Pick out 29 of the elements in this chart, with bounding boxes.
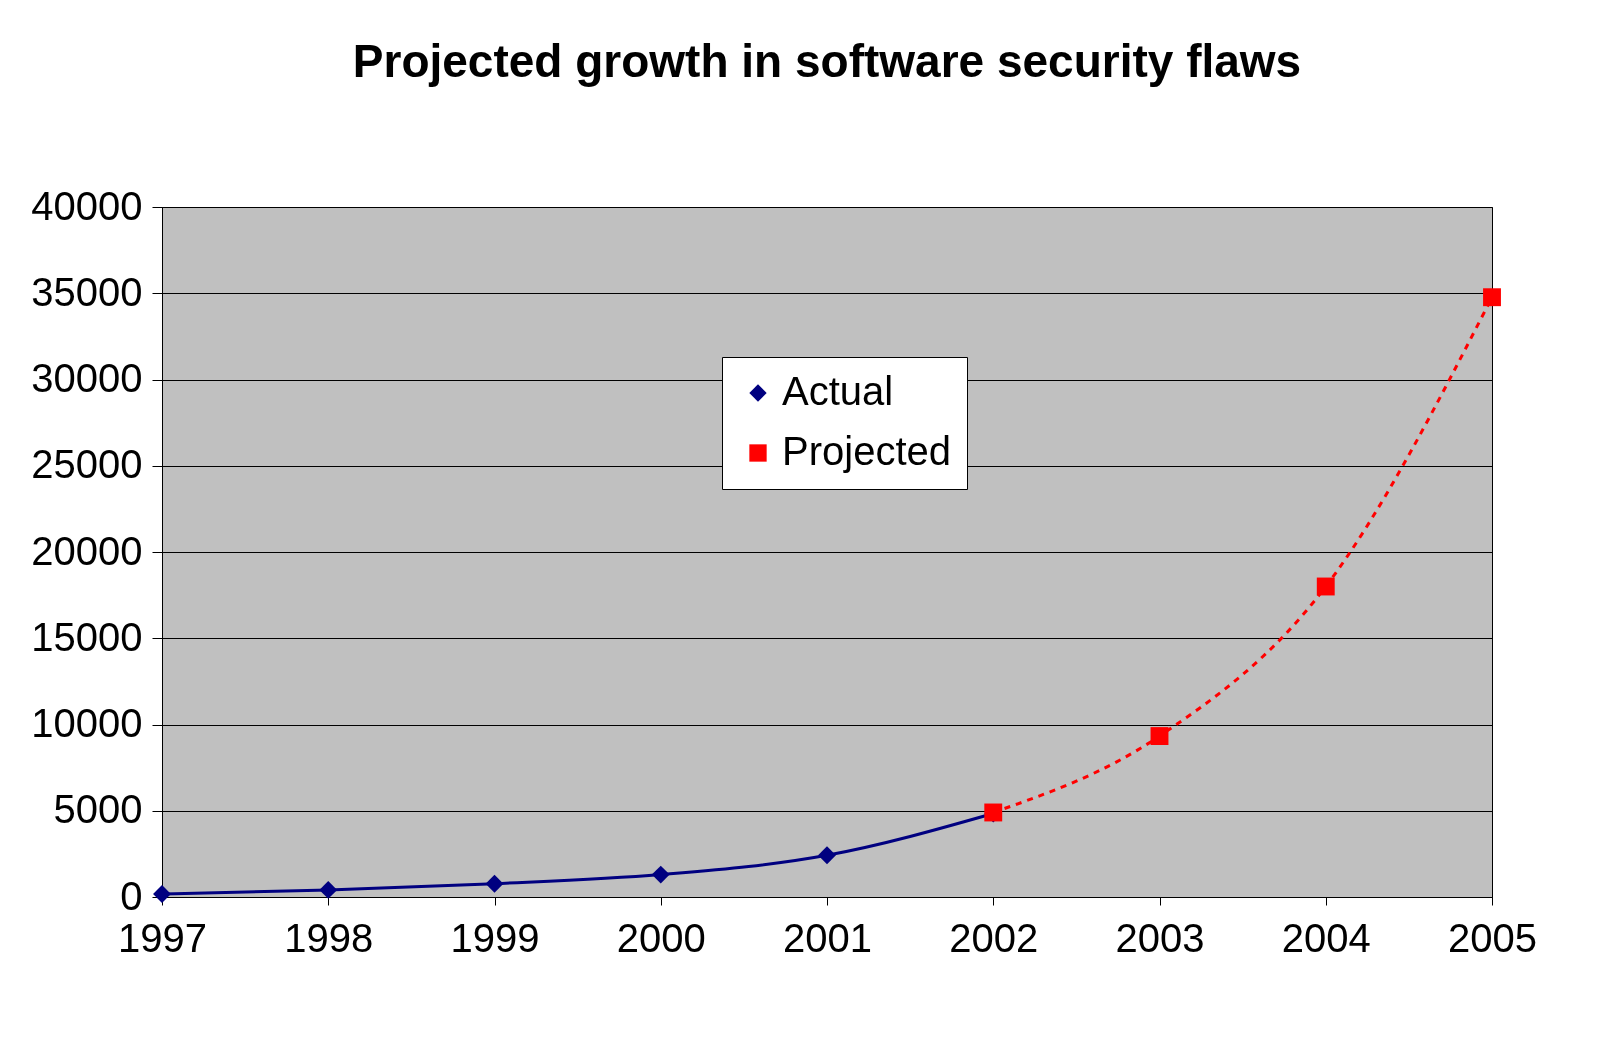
- point: [319, 880, 338, 899]
- x-tick-label: 2002: [949, 915, 1039, 960]
- point: [1150, 727, 1169, 745]
- legend-label: Projected: [782, 429, 951, 473]
- point: [651, 865, 670, 884]
- x-tick-label: 2001: [783, 915, 872, 960]
- y-tick-label: 25000: [31, 442, 143, 487]
- x-tick-label: 2003: [1115, 915, 1205, 960]
- point: [1483, 288, 1501, 307]
- x-tick-label: 2004: [1281, 915, 1371, 960]
- y-tick-label: 5000: [53, 787, 143, 832]
- x-tick-label: 1999: [450, 915, 540, 960]
- y-tick-label: 0: [120, 873, 143, 918]
- chart-title: Projected growth in software security flaws: [352, 35, 1302, 87]
- y-tick-label: 20000: [31, 528, 143, 573]
- y-tick-label: 40000: [31, 183, 143, 228]
- point: [485, 874, 504, 893]
- y-tick-label: 10000: [31, 701, 143, 745]
- point: [153, 885, 171, 904]
- x-tick-label: 2000: [616, 915, 706, 960]
- y-tick-label: 35000: [31, 269, 143, 314]
- point: [818, 846, 836, 865]
- point: [1316, 577, 1335, 596]
- x-tick-label: 1997: [118, 915, 207, 960]
- legend-label: Actual: [782, 369, 894, 413]
- y-tick-label: 15000: [31, 614, 143, 659]
- x-tick-label: 1998: [284, 915, 374, 960]
- y-tick-label: 30000: [31, 356, 143, 400]
- x-tick-label: 2005: [1448, 915, 1537, 960]
